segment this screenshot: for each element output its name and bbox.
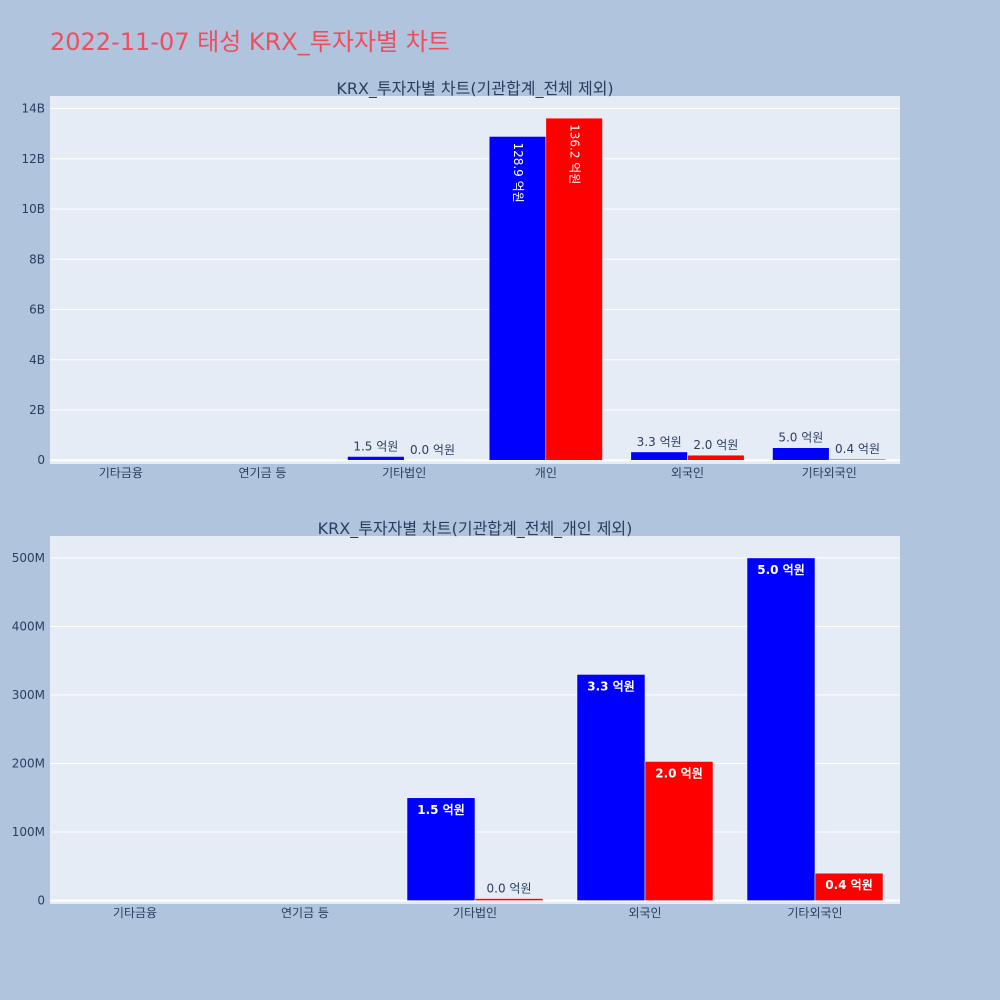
x-tick-label: 연기금 등: [281, 906, 329, 920]
chart-title: KRX_투자자별 차트(기관합계_전체 제외): [336, 79, 613, 99]
bar: [746, 557, 816, 901]
data-label: 2.0 억원: [655, 766, 703, 780]
data-label: 1.5 억원: [353, 439, 398, 453]
data-label: 0.4 억원: [825, 878, 873, 892]
chart-2: 0 100M 200M 300M 400M 500M KRX_투자자별 차트(기관합계_전체…: [12, 519, 900, 920]
y-tick-label: 2B: [29, 403, 45, 417]
bar: [772, 447, 830, 461]
y-tick-label: 10B: [21, 202, 45, 216]
x-tick-label: 기타금융: [113, 906, 157, 920]
bar: [347, 456, 405, 461]
data-label: 3.3 억원: [637, 435, 682, 449]
x-tick-label: 외국인: [628, 906, 661, 920]
data-label: 5.0 억원: [778, 431, 823, 445]
y-tick-label: 200M: [12, 757, 45, 771]
bar: [644, 761, 714, 901]
chart-title: KRX_투자자별 차트(기관합계_전체_개인 제외): [318, 519, 633, 539]
data-label: 128.9 억원: [511, 142, 525, 202]
y-tick-label: 400M: [12, 619, 45, 633]
plot-area: [50, 96, 900, 464]
data-label: 0.0 억원: [487, 882, 532, 896]
y-tick-label: 4B: [29, 353, 45, 367]
bar: [630, 451, 688, 461]
y-tick-label: 0: [37, 894, 45, 908]
x-tick-label: 기타외국인: [802, 466, 857, 480]
bar: [545, 117, 603, 461]
bar: [474, 898, 544, 901]
x-tick-label: 개인: [535, 466, 557, 480]
data-label: 0.0 억원: [410, 443, 455, 457]
x-tick-label: 기타금융: [99, 466, 143, 480]
bar: [406, 797, 476, 901]
x-tick-label: 기타법인: [453, 906, 497, 920]
y-tick-label: 100M: [12, 825, 45, 839]
bar: [814, 872, 884, 901]
bar: [687, 454, 745, 461]
data-label: 0.4 억원: [835, 442, 880, 456]
data-label: 1.5 억원: [417, 803, 465, 817]
data-label: 5.0 억원: [757, 563, 805, 577]
data-label: 3.3 억원: [587, 679, 635, 693]
x-tick-label: 외국인: [671, 466, 704, 480]
y-tick-label: 300M: [12, 688, 45, 702]
data-label: 136.2 억원: [568, 124, 582, 184]
x-tick-label: 연기금 등: [239, 466, 287, 480]
y-tick-label: 0: [37, 453, 45, 467]
y-tick-label: 14B: [21, 102, 45, 116]
y-tick-label: 500M: [12, 551, 45, 565]
chart-1: 0 2B 4B 6B 8B 10B 12B 14B KRX_투자자별 차트(기관합계_전체 제외…: [21, 79, 900, 480]
x-tick-label: 기타외국인: [787, 906, 842, 920]
y-tick-label: 8B: [29, 252, 45, 266]
bar: [828, 458, 887, 461]
x-tick-label: 기타법인: [382, 466, 426, 480]
y-tick-label: 12B: [21, 152, 45, 166]
bar: [488, 136, 547, 461]
y-tick-label: 6B: [29, 303, 45, 317]
bar: [576, 674, 646, 901]
data-label: 2.0 억원: [693, 438, 738, 452]
page-title: 2022-11-07 태성 KRX_투자자별 차트: [50, 28, 450, 56]
